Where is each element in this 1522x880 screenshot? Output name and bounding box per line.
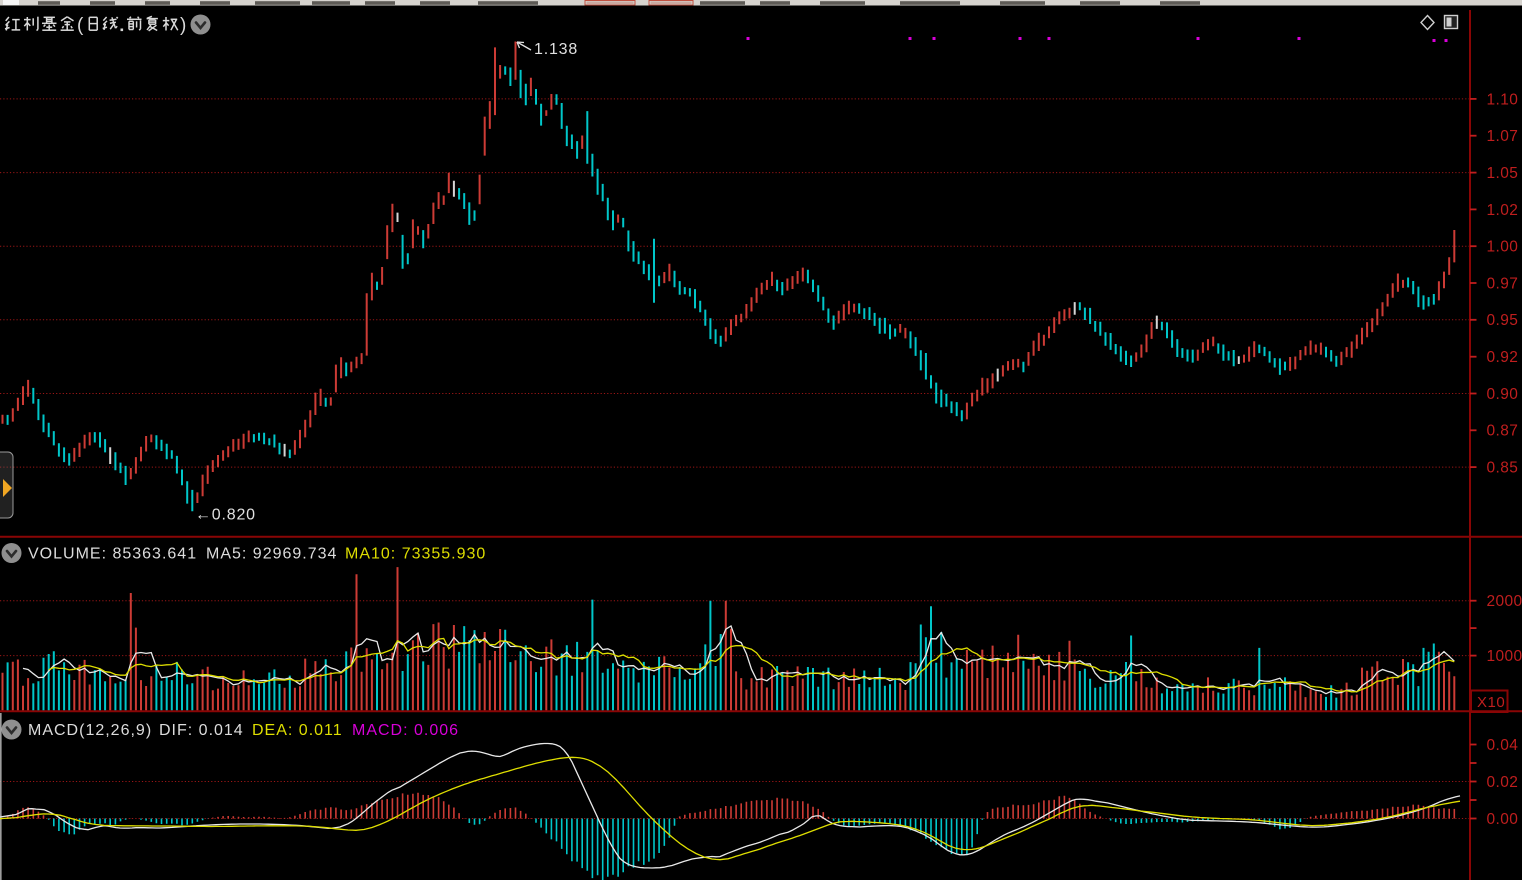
svg-text:0.85: 0.85 xyxy=(1487,460,1519,477)
svg-text:←0.820: ←0.820 xyxy=(195,507,256,524)
svg-text:2000: 2000 xyxy=(1487,593,1522,610)
svg-text:1.02: 1.02 xyxy=(1487,202,1519,219)
svg-text:0.92: 0.92 xyxy=(1487,349,1519,366)
svg-text:0.97: 0.97 xyxy=(1487,275,1519,292)
svg-text:DEA: 0.011: DEA: 0.011 xyxy=(252,722,343,739)
svg-text:X10: X10 xyxy=(1477,694,1505,711)
svg-text:1000: 1000 xyxy=(1487,648,1522,665)
svg-text:1.138: 1.138 xyxy=(534,41,578,58)
svg-text:0.95: 0.95 xyxy=(1487,312,1519,329)
svg-text:0.90: 0.90 xyxy=(1487,386,1519,403)
svg-text:1.07: 1.07 xyxy=(1487,128,1519,145)
svg-text:0.02: 0.02 xyxy=(1487,774,1519,791)
svg-text:MA10: 73355.930: MA10: 73355.930 xyxy=(345,546,486,563)
svg-text:0.04: 0.04 xyxy=(1487,737,1519,754)
svg-text:MA5: 92969.734: MA5: 92969.734 xyxy=(206,546,337,563)
svg-text:0.87: 0.87 xyxy=(1487,423,1519,440)
svg-text:(: ( xyxy=(77,15,84,36)
svg-text:DIF: 0.014: DIF: 0.014 xyxy=(159,722,244,739)
svg-text:MACD(12,26,9): MACD(12,26,9) xyxy=(28,722,152,739)
svg-text:0.00: 0.00 xyxy=(1487,811,1519,828)
svg-text:): ) xyxy=(180,15,186,36)
svg-text:1.10: 1.10 xyxy=(1487,91,1519,108)
svg-text:MACD: 0.006: MACD: 0.006 xyxy=(352,722,459,739)
svg-text:1.05: 1.05 xyxy=(1487,165,1519,182)
svg-text:VOLUME: 85363.641: VOLUME: 85363.641 xyxy=(28,546,197,563)
svg-text:1.00: 1.00 xyxy=(1487,239,1519,256)
